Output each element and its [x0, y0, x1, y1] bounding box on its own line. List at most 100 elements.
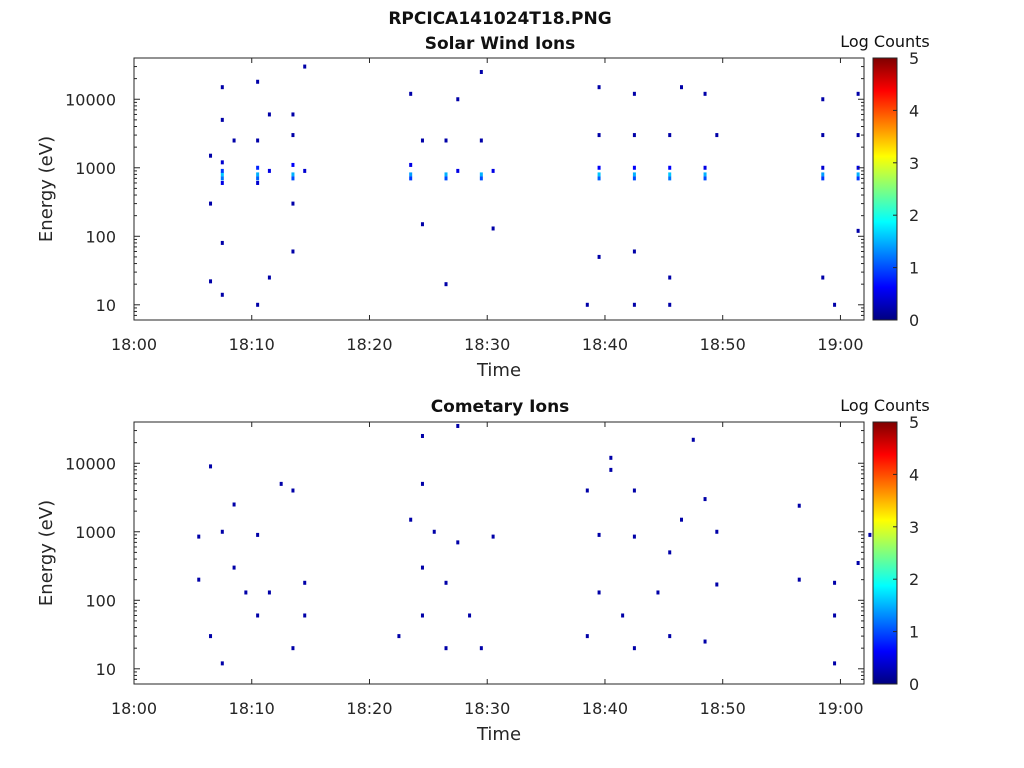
y-tick-label: 10 — [96, 296, 116, 315]
heatmap-cell — [597, 532, 601, 537]
x-axis-ticks: 18:00 18:10 18:20 18:30 18:40 18:50 19:00 — [111, 422, 864, 718]
heatmap-cell — [668, 275, 672, 280]
heatmap-cell — [397, 634, 401, 639]
heatmap-cell — [291, 133, 295, 138]
colorbar-label: Log Counts — [840, 396, 930, 415]
heatmap-cell — [267, 275, 271, 280]
heatmap-cell — [291, 201, 295, 206]
heatmap-cell — [232, 502, 236, 507]
heatmap-cell — [220, 168, 224, 173]
heatmap-cell — [715, 529, 719, 534]
x-tick-label: 18:10 — [229, 699, 275, 718]
heatmap-cell — [680, 517, 683, 522]
colorbar-tick-label: 3 — [909, 154, 919, 173]
heatmap-cell — [856, 172, 860, 177]
heatmap-cell — [444, 176, 448, 181]
heatmap-cell — [856, 228, 860, 233]
heatmap-cell — [597, 165, 601, 170]
colorbar-tick-label: 5 — [909, 49, 919, 68]
heatmap-cell — [220, 240, 224, 245]
heatmap-cell — [856, 133, 860, 138]
heatmap-cell — [303, 580, 307, 585]
x-tick-label: 18:40 — [582, 335, 628, 354]
heatmap-cell — [456, 540, 460, 545]
heatmap-cell — [833, 613, 837, 618]
heatmap-cell — [444, 282, 448, 287]
x-axis-label: Time — [476, 724, 521, 745]
heatmap-cell — [220, 85, 224, 90]
x-tick-label: 18:10 — [229, 335, 275, 354]
heatmap-cell — [833, 580, 837, 585]
heatmap-cell — [209, 201, 213, 206]
heatmap-cell — [821, 133, 825, 138]
y-tick-label: 100 — [85, 227, 116, 246]
colorbar-tick-label: 0 — [909, 675, 919, 694]
heatmap-cell — [444, 580, 448, 585]
x-tick-label: 18:30 — [464, 699, 510, 718]
colorbar-tick-label: 1 — [909, 623, 919, 642]
x-axis-label: Time — [476, 360, 521, 381]
heatmap-cell — [585, 488, 589, 493]
heatmap-cell — [668, 133, 672, 138]
heatmap-cell — [868, 532, 872, 537]
y-axis-ticks: 10 100 1000 10000 — [65, 57, 864, 321]
y-tick-label: 10000 — [65, 454, 116, 473]
heatmap-cell — [291, 112, 295, 117]
heatmap-cell — [632, 172, 636, 177]
x-axis-ticks: 18:00 18:10 18:20 18:30 18:40 18:50 19:00 — [111, 58, 864, 354]
heatmap-cell — [220, 176, 224, 181]
heatmap-cell — [668, 172, 672, 177]
x-tick-label: 18:40 — [582, 699, 628, 718]
heatmap-cell — [632, 302, 636, 307]
heatmap-cell — [632, 91, 636, 96]
colorbar — [872, 421, 898, 685]
colorbar-tick-label: 3 — [909, 518, 919, 537]
heatmap-cell — [432, 529, 436, 534]
heatmap-cell — [291, 488, 295, 493]
heatmap-cell — [303, 613, 307, 618]
colorbar-tick-label: 2 — [909, 570, 919, 589]
heatmap-cell — [856, 176, 860, 181]
heatmap-cell — [267, 112, 271, 117]
colorbar-ticks: 0 1 2 3 4 5 — [893, 49, 919, 330]
panel-cometary-ions: Cometary Ions 18:00 18:10 18:20 18:30 18:40 1… — [36, 396, 930, 745]
y-tick-label: 10 — [96, 660, 116, 679]
heatmap-cell — [609, 467, 613, 472]
heatmap-cell — [668, 176, 672, 181]
heatmap-cell — [420, 222, 424, 227]
heatmap-cell — [597, 85, 601, 90]
heatmap-cell — [715, 582, 719, 587]
heatmap-cell — [821, 165, 825, 170]
heatmap-cell — [256, 302, 260, 307]
heatmap-cell — [609, 455, 613, 460]
heatmap-cell — [444, 172, 448, 177]
heatmap-cell — [420, 433, 424, 438]
heatmap-cell — [409, 172, 413, 177]
heatmap-cell — [479, 172, 483, 177]
colorbar-tick-label: 4 — [909, 465, 919, 484]
heatmap-cell — [597, 254, 601, 259]
heatmap-cells — [209, 64, 860, 307]
y-tick-label: 100 — [85, 591, 116, 610]
heatmap-cell — [491, 226, 495, 231]
heatmap-cell — [856, 91, 860, 96]
colorbar-tick-label: 4 — [909, 101, 919, 120]
heatmap-cell — [256, 532, 260, 537]
heatmap-cell — [479, 176, 483, 181]
heatmap-cell — [632, 488, 636, 493]
x-tick-label: 18:20 — [346, 335, 392, 354]
heatmap-cell — [220, 160, 224, 165]
heatmap-cell — [479, 646, 483, 651]
heatmap-cell — [197, 577, 201, 582]
heatmap-cells — [197, 423, 872, 666]
heatmap-cell — [821, 176, 825, 181]
y-axis-label: Energy (eV) — [36, 136, 57, 242]
heatmap-cell — [256, 176, 260, 181]
heatmap-cell — [821, 97, 825, 102]
heatmap-cell — [680, 85, 683, 90]
heatmap-cell — [291, 176, 295, 181]
colorbar-ticks: 0 1 2 3 4 5 — [893, 413, 919, 694]
heatmap-cell — [409, 517, 413, 522]
heatmap-cell — [668, 634, 672, 639]
heatmap-cell — [833, 661, 837, 666]
